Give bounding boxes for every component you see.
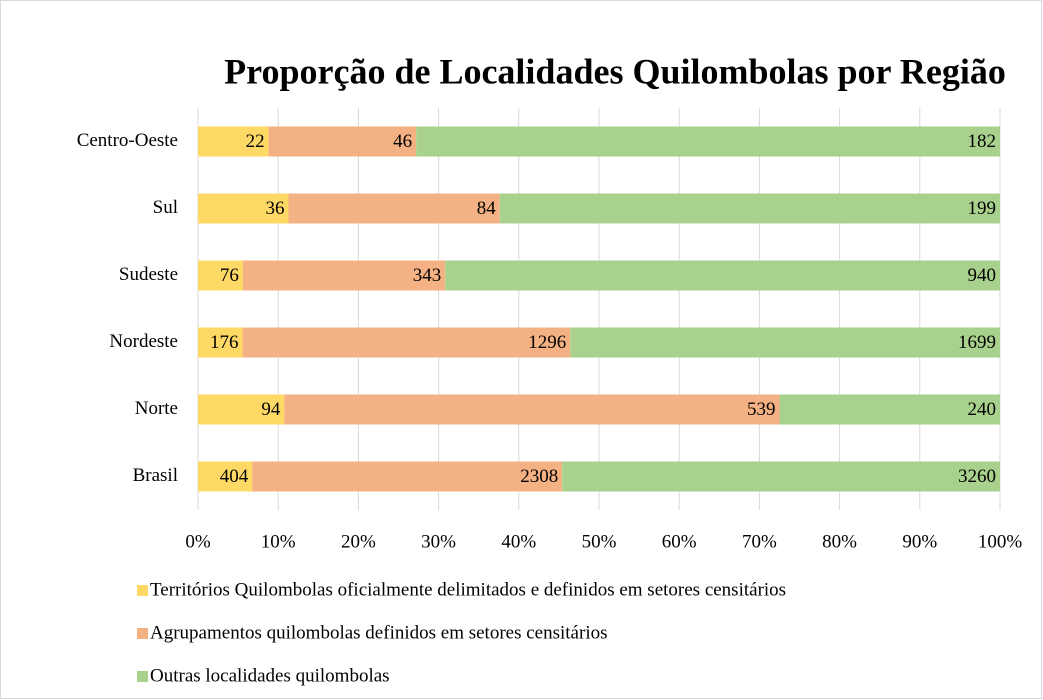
y-tick-label: Sudeste bbox=[119, 264, 178, 285]
bar-segment bbox=[779, 394, 1000, 425]
bar-segment bbox=[198, 327, 243, 358]
x-tick-label: 30% bbox=[421, 531, 456, 552]
data-label: 22 bbox=[246, 131, 265, 152]
x-tick-label: 10% bbox=[261, 531, 296, 552]
bar-segment bbox=[198, 260, 243, 291]
data-label: 199 bbox=[968, 198, 997, 219]
bar-segment bbox=[416, 126, 1000, 157]
data-label: 176 bbox=[210, 332, 239, 353]
x-tick-label: 60% bbox=[662, 531, 697, 552]
data-label: 1699 bbox=[958, 332, 996, 353]
data-label: 76 bbox=[220, 265, 239, 286]
data-label: 240 bbox=[968, 399, 997, 420]
x-tick-label: 70% bbox=[742, 531, 777, 552]
data-label: 3260 bbox=[958, 466, 996, 487]
chart-title: Proporção de Localidades Quilombolas por… bbox=[224, 51, 1006, 91]
y-tick-label: Centro-Oeste bbox=[77, 130, 178, 151]
bar-segment bbox=[242, 327, 571, 358]
bar-segment bbox=[242, 260, 446, 291]
data-label: 36 bbox=[266, 198, 285, 219]
x-tick-label: 0% bbox=[185, 531, 211, 552]
data-label: 343 bbox=[413, 265, 442, 286]
data-label: 539 bbox=[747, 399, 776, 420]
bar-segment bbox=[445, 260, 1001, 291]
data-label: 84 bbox=[477, 198, 497, 219]
bar-segment bbox=[198, 461, 253, 492]
legend-label: Territórios Quilombolas oficialmente del… bbox=[150, 579, 786, 600]
data-label: 94 bbox=[261, 399, 281, 420]
bar-segment bbox=[268, 126, 417, 157]
data-label: 182 bbox=[968, 131, 997, 152]
legend-label: Agrupamentos quilombolas definidos em se… bbox=[150, 622, 608, 643]
bar-segment bbox=[288, 193, 500, 224]
bar-segment bbox=[499, 193, 1000, 224]
y-tick-label: Nordeste bbox=[109, 331, 178, 352]
bar-segment bbox=[198, 394, 285, 425]
x-tick-label: 40% bbox=[501, 531, 536, 552]
x-tick-label: 50% bbox=[582, 531, 617, 552]
data-label: 2308 bbox=[520, 466, 558, 487]
bar-segment bbox=[562, 461, 1000, 492]
y-tick-label: Norte bbox=[135, 398, 178, 419]
legend-swatch bbox=[137, 628, 148, 639]
y-tick-label: Sul bbox=[153, 197, 178, 218]
data-label: 1296 bbox=[528, 332, 566, 353]
bar-segment bbox=[198, 126, 269, 157]
legend-swatch bbox=[137, 671, 148, 682]
bar-segment bbox=[252, 461, 563, 492]
bar-segment bbox=[284, 394, 780, 425]
y-tick-label: Brasil bbox=[133, 465, 178, 486]
x-tick-label: 100% bbox=[978, 531, 1023, 552]
bar-segment bbox=[570, 327, 1000, 358]
legend-swatch bbox=[137, 585, 148, 596]
data-label: 940 bbox=[968, 265, 997, 286]
bar-segment bbox=[198, 193, 289, 224]
x-tick-label: 20% bbox=[341, 531, 376, 552]
legend-label: Outras localidades quilombolas bbox=[150, 665, 390, 686]
x-tick-label: 80% bbox=[822, 531, 857, 552]
x-tick-label: 90% bbox=[902, 531, 937, 552]
data-label: 46 bbox=[393, 131, 412, 152]
data-label: 404 bbox=[220, 466, 249, 487]
